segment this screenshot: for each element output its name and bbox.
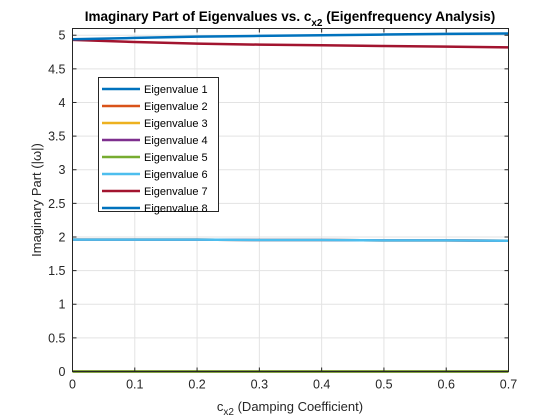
x-axis-label: cx2 (Damping Coefficient) (217, 399, 363, 418)
x-tick-label: 0.1 (126, 378, 143, 392)
x-tick-label: 0.7 (500, 378, 517, 392)
y-tick-label: 5 (59, 29, 66, 43)
y-axis-label: Imaginary Part (|ω|) (29, 143, 44, 257)
y-tick-label: 3.5 (48, 130, 65, 144)
legend: Eigenvalue 1 Eigenvalue 2 Eigenvalue 3 Eige… (98, 77, 219, 215)
legend-box (98, 77, 219, 212)
legend-label-8: Eigenvalue 8 (144, 203, 208, 215)
tick-layer: 0 0.1 0.2 0.3 0.4 0.5 0.6 0.7 0 0.5 1 1.5 2 2.5 3 3.5 4 4… (48, 28, 517, 392)
y-tick-label: 2 (59, 230, 66, 244)
x-axis-label-tail: (Damping Coefficient) (234, 399, 363, 414)
x-axis-label-sub: x2 (223, 407, 234, 418)
legend-label-2: Eigenvalue 2 (144, 101, 208, 113)
legend-label-6: Eigenvalue 6 (144, 169, 208, 181)
x-tick-label: 0.4 (313, 378, 330, 392)
x-tick-label: 0.2 (188, 378, 205, 392)
series-line-8 (72, 32, 509, 41)
chart-title-main: Imaginary Part of Eigenvalues vs. c (85, 9, 312, 24)
x-tick-label: 0.5 (375, 378, 392, 392)
x-tick-label: 0.6 (438, 378, 455, 392)
y-tick-label: 0 (59, 365, 66, 379)
chart-title-sub: x2 (311, 18, 323, 29)
chart-title-tail: (Eigenfrequency Analysis) (322, 9, 495, 24)
chart-title: Imaginary Part of Eigenvalues vs. cx2 (E… (85, 9, 496, 29)
plot-frame (72, 28, 509, 372)
y-tick-label: 1.5 (48, 264, 65, 278)
legend-label-7: Eigenvalue 7 (144, 186, 208, 198)
series-line-6 (72, 238, 509, 242)
y-tick-label: 3 (59, 163, 66, 177)
legend-label-3: Eigenvalue 3 (144, 118, 208, 130)
legend-label-5: Eigenvalue 5 (144, 152, 208, 164)
x-axis-label-main: c (217, 399, 224, 414)
grid-layer (72, 28, 509, 372)
y-tick-label: 1 (59, 298, 66, 312)
y-tick-label: 0.5 (48, 331, 65, 345)
y-tick-label: 4 (59, 96, 66, 110)
series-line-7 (72, 38, 509, 49)
y-tick-label: 4.5 (48, 62, 65, 76)
y-tick-label: 2.5 (48, 197, 65, 211)
x-tick-label: 0 (69, 378, 76, 392)
legend-label-4: Eigenvalue 4 (144, 135, 208, 147)
legend-label-1: Eigenvalue 1 (144, 84, 208, 96)
x-tick-label: 0.3 (251, 378, 268, 392)
